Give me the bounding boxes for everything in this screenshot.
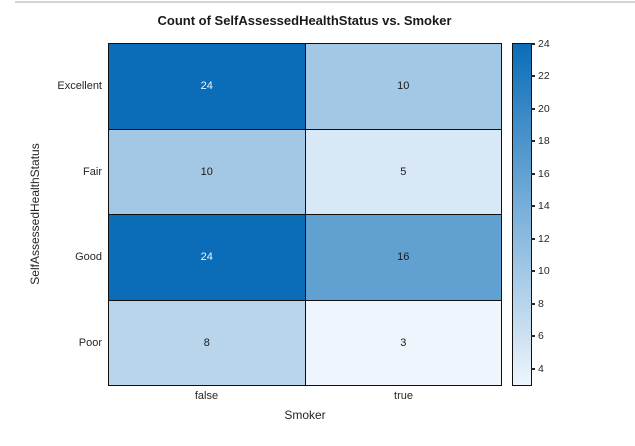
x-tick-label-false: false (194, 390, 219, 402)
colorbar-tick-label: 20 (538, 102, 550, 115)
colorbar-tick (531, 172, 535, 175)
heatmap-cell-poor-false: 8 (109, 300, 305, 385)
y-tick-label-good: Good (75, 251, 102, 264)
colorbar-tick (531, 140, 535, 143)
colorbar-tick (531, 270, 535, 273)
colorbar-tick-label: 14 (538, 200, 550, 213)
chart-title: Count of SelfAssessedHealthStatus vs. Sm… (157, 13, 452, 28)
y-tick-labels: Excellent Fair Good Poor (0, 43, 102, 386)
colorbar-tick-label: 8 (538, 297, 544, 310)
colorbar-tick (531, 75, 535, 78)
heatmap-cell-excellent-false: 24 (109, 44, 305, 129)
x-axis-label: Smoker (284, 408, 326, 422)
heatmap-cell-good-false: 24 (109, 215, 305, 300)
colorbar-tick (531, 237, 535, 240)
heatmap-grid: 24 10 10 5 24 16 8 3 (108, 43, 502, 386)
x-tick-label-true: true (394, 390, 413, 402)
colorbar-tick (531, 43, 535, 45)
heatmap-cell-fair-false: 10 (109, 129, 305, 214)
colorbar-tick (531, 302, 535, 305)
y-tick-label-poor: Poor (78, 337, 102, 350)
colorbar-tick-label: 24 (538, 38, 550, 50)
heatmap-cell-good-true: 16 (305, 215, 501, 300)
colorbar-tick-label: 18 (538, 135, 550, 148)
heatmap-cell-fair-true: 5 (305, 129, 501, 214)
colorbar-tick (531, 107, 535, 110)
x-tick-labels: false true (108, 389, 502, 403)
colorbar-tick-label: 16 (538, 167, 550, 180)
colorbar-tick (531, 205, 535, 208)
heatmap-cell-poor-true: 3 (305, 300, 501, 385)
y-tick-label-excellent: Excellent (57, 79, 102, 92)
colorbar-tick (531, 367, 535, 370)
heatmap-cell-excellent-true: 10 (305, 44, 501, 129)
colorbar-tick-label: 6 (538, 330, 544, 343)
colorbar-tick-label: 10 (538, 265, 550, 278)
colorbar-tick-label: 22 (538, 70, 550, 83)
colorbar-tick-label: 4 (538, 362, 544, 375)
y-tick-label-fair: Fair (83, 165, 102, 178)
window-top-divider (15, 1, 635, 3)
colorbar-tick-label: 12 (538, 232, 550, 245)
colorbar-tick (531, 335, 535, 338)
colorbar: 4 6 8 10 12 14 16 18 20 22 24 (512, 38, 550, 386)
